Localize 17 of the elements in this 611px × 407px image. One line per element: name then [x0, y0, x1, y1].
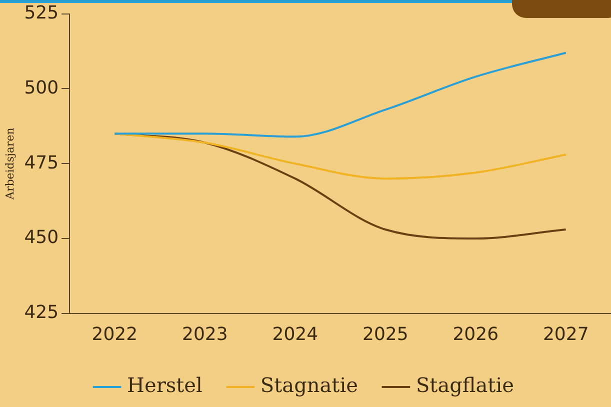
y-tick-label: 525 [24, 2, 59, 24]
line-series [114, 52, 567, 138]
x-tick-label: 2026 [452, 324, 499, 345]
legend-label: Stagnatie [260, 373, 358, 398]
x-tick-label: 2022 [92, 324, 138, 345]
x-tick-label: 2027 [542, 324, 589, 345]
x-tick-label: 2023 [182, 324, 228, 345]
y-axis-title: Arbeidsjaren [3, 128, 16, 200]
y-tick-label: 475 [24, 152, 59, 174]
x-tick-label: 2025 [362, 324, 408, 345]
x-tick-label: 2024 [272, 324, 318, 345]
y-tick-label: 450 [24, 227, 59, 248]
y-tick-label: 500 [24, 77, 59, 98]
y-tick-label: 425 [24, 302, 59, 324]
legend-label: Stagflatie [416, 373, 514, 398]
line-series [114, 132, 567, 180]
legend-label: Herstel [127, 373, 202, 398]
